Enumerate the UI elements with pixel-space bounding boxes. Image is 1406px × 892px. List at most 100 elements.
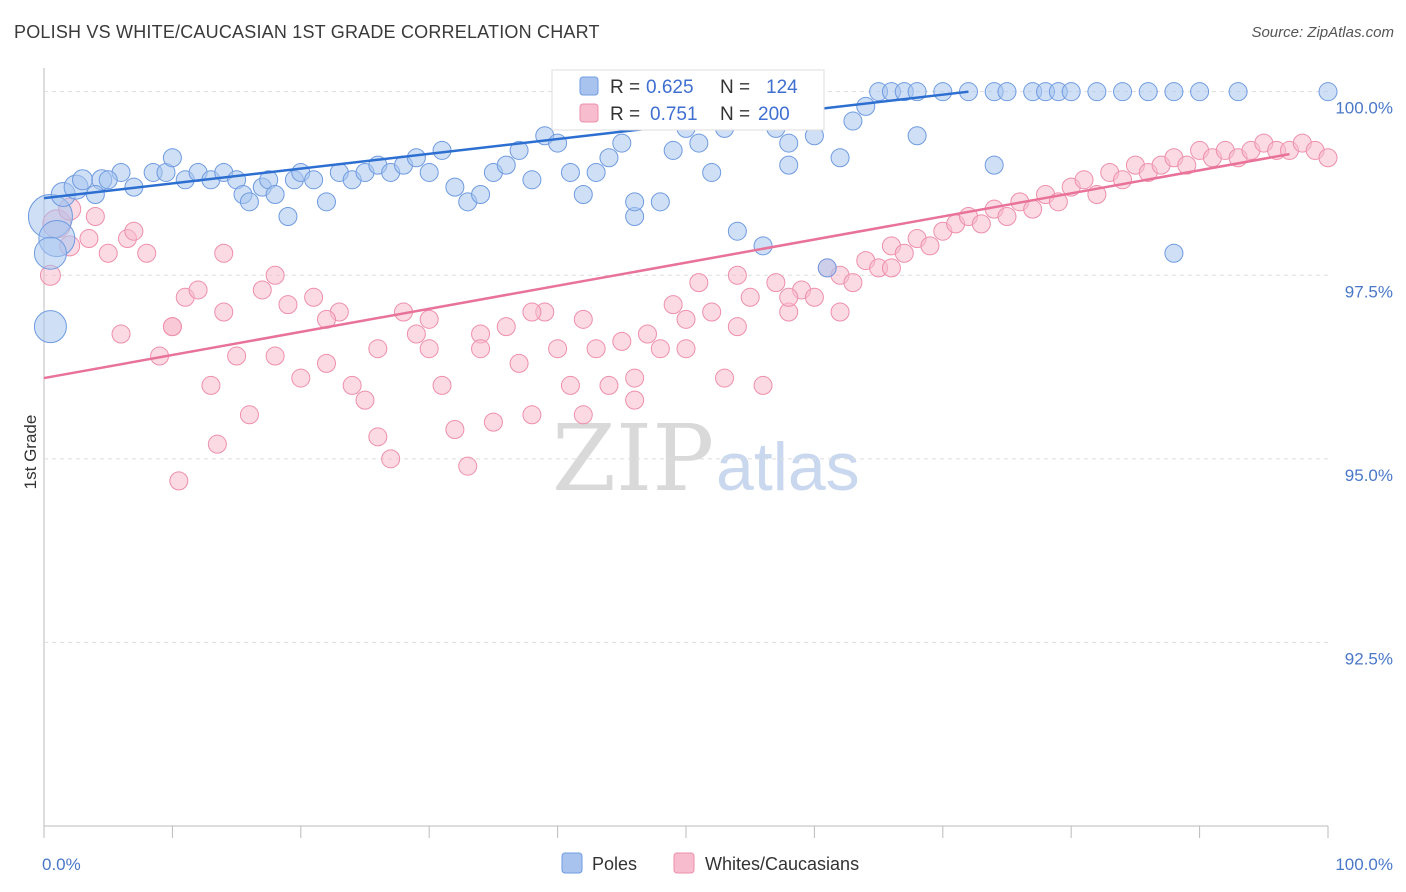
legend-r-label-poles: R =: [610, 77, 640, 98]
poles-point: [997, 82, 1017, 102]
whites-point: [753, 375, 773, 395]
whites-point: [265, 265, 285, 285]
poles-point: [1318, 82, 1338, 102]
poles-point: [522, 170, 542, 190]
poles-point: [779, 133, 799, 153]
chart-source: Source: ZipAtlas.com: [1251, 24, 1394, 41]
whites-point: [304, 287, 324, 307]
whites-point: [137, 243, 157, 263]
whites-point: [1177, 155, 1197, 175]
whites-point: [804, 287, 824, 307]
legend-swatch-poles: [579, 76, 599, 96]
whites-point: [766, 273, 786, 293]
poles-point: [265, 184, 285, 204]
legend-r-value-whites: 0.751: [650, 104, 698, 125]
poles-point: [984, 155, 1004, 175]
poles-point: [471, 184, 491, 204]
poles-point: [856, 96, 876, 116]
whites-point: [663, 295, 683, 315]
whites-point: [98, 243, 118, 263]
whites-point: [573, 405, 593, 425]
poles-point: [727, 221, 747, 241]
whites-point: [278, 295, 298, 315]
poles-point: [33, 310, 67, 344]
poles-point: [1087, 82, 1107, 102]
whites-point: [676, 309, 696, 329]
whites-point: [740, 287, 760, 307]
whites-point: [702, 302, 722, 322]
poles-point: [548, 133, 568, 153]
whites-point: [85, 207, 105, 227]
whites-point: [843, 273, 863, 293]
whites-point: [207, 434, 227, 454]
poles-point: [406, 148, 426, 168]
whites-point: [920, 236, 940, 256]
y-tick-label: 95.0%: [1345, 466, 1393, 485]
whites-point: [727, 317, 747, 337]
bottom-legend-label-poles: Poles: [592, 854, 637, 874]
x-tick-label-max: 100.0%: [1335, 855, 1393, 874]
whites-point: [650, 339, 670, 359]
poles-point: [316, 192, 336, 212]
whites-point: [419, 309, 439, 329]
poles-point: [560, 162, 580, 182]
poles-point: [98, 170, 118, 190]
whites-point: [779, 287, 799, 307]
whites-point: [971, 214, 991, 234]
whites-point: [573, 309, 593, 329]
whites-point: [124, 221, 144, 241]
whites-point: [509, 353, 529, 373]
poles-point: [1061, 82, 1081, 102]
whites-point: [1023, 199, 1043, 219]
poles-point: [1138, 82, 1158, 102]
poles-point: [753, 236, 773, 256]
poles-point: [162, 148, 182, 168]
poles-point: [625, 192, 645, 212]
whites-point: [445, 419, 465, 439]
whites-point: [162, 317, 182, 337]
whites-point: [214, 302, 234, 322]
whites-point: [496, 317, 516, 337]
whites-point: [406, 324, 426, 344]
whites-point: [214, 243, 234, 263]
whites-point: [169, 471, 189, 491]
poles-point: [907, 126, 927, 146]
whites-point: [368, 427, 388, 447]
whites-point: [265, 346, 285, 366]
poles-point: [1164, 82, 1184, 102]
poles-point: [445, 177, 465, 197]
poles-trend-line: [43, 90, 969, 200]
whites-point: [291, 368, 311, 388]
bottom-legend-label-whites: Whites/Caucasians: [705, 854, 859, 874]
whites-point: [625, 368, 645, 388]
whites-point: [342, 375, 362, 395]
top-legend: R = 0.625 N = 124 R = 0.751 N = 200: [551, 69, 825, 131]
whites-point: [1074, 170, 1094, 190]
whites-point: [612, 331, 632, 351]
whites-point: [881, 258, 901, 278]
whites-trend-line: [43, 152, 1290, 380]
poles-point: [599, 148, 619, 168]
whites-point: [1318, 148, 1338, 168]
whites-point: [894, 243, 914, 263]
whites-point: [599, 375, 619, 395]
poles-point: [650, 192, 670, 212]
y-tick-label: 92.5%: [1345, 649, 1393, 668]
whites-point: [316, 353, 336, 373]
whites-point: [381, 449, 401, 469]
whites-point: [239, 405, 259, 425]
poles-point: [702, 162, 722, 182]
chart-title: POLISH VS WHITE/CAUCASIAN 1ST GRADE CORR…: [14, 22, 600, 42]
poles-point: [239, 192, 259, 212]
whites-point: [368, 339, 388, 359]
whites-point: [997, 207, 1017, 227]
bottom-legend-swatch-whites: [673, 852, 695, 874]
poles-point: [496, 155, 516, 175]
x-tick-marks: [43, 826, 1329, 838]
whites-point: [637, 324, 657, 344]
poles-point: [663, 140, 683, 160]
legend-r-label-whites: R =: [610, 104, 640, 125]
legend-r-value-poles: 0.625: [646, 77, 694, 98]
whites-point: [676, 339, 696, 359]
poles-point: [586, 162, 606, 182]
